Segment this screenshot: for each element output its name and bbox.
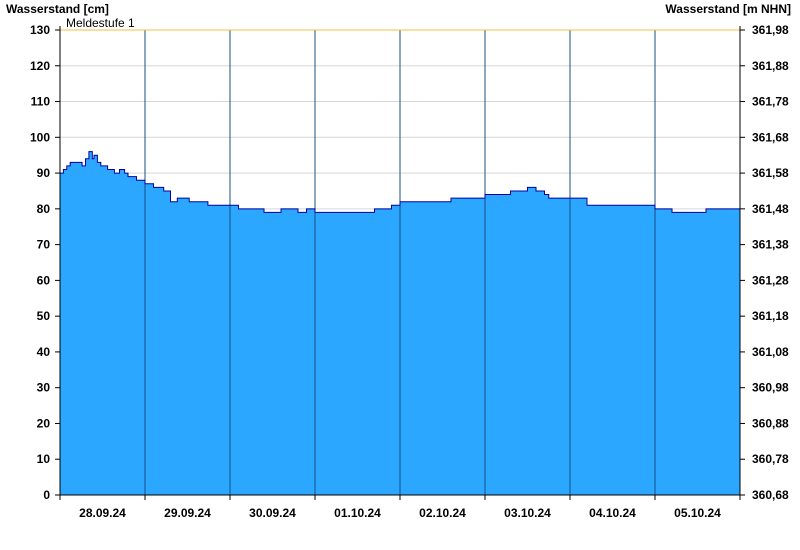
y-right-tick-label: 360,98 xyxy=(752,381,789,395)
y-left-tick-labels: 0 10 20 30 40 50 60 70 80 90 100 110 120 130 xyxy=(30,23,50,502)
y-left-tick-label: 110 xyxy=(31,95,51,109)
y-left-tick-label: 10 xyxy=(37,452,51,466)
y-right-tick-label: 361,38 xyxy=(752,238,789,252)
y-right-tick-label: 361,68 xyxy=(752,130,789,144)
x-tick-label: 02.10.24 xyxy=(419,506,466,520)
y-right-tick-label: 361,08 xyxy=(752,345,789,359)
y-left-tick-label: 70 xyxy=(37,238,51,252)
x-tick-label: 28.09.24 xyxy=(79,506,126,520)
x-tick-label: 04.10.24 xyxy=(589,506,636,520)
y-left-tick-label: 50 xyxy=(37,309,51,323)
y-right-tick-label: 360,88 xyxy=(752,416,789,430)
y-left-tick-label: 100 xyxy=(30,130,50,144)
y-left-tick-label: 60 xyxy=(37,273,51,287)
y-left-tick-label: 90 xyxy=(37,166,51,180)
y-left-tick-label: 120 xyxy=(30,59,50,73)
y-right-tick-label: 361,48 xyxy=(752,202,789,216)
y-right-tick-label: 361,98 xyxy=(752,23,789,37)
x-tick-label: 29.09.24 xyxy=(164,506,211,520)
y-right-tick-label: 361,18 xyxy=(752,309,789,323)
y-right-tick-label: 361,28 xyxy=(752,273,789,287)
y-right-tick-label: 360,78 xyxy=(752,452,789,466)
y-right-tick-label: 361,78 xyxy=(752,95,789,109)
x-tick-label: 30.09.24 xyxy=(249,506,296,520)
water-level-line xyxy=(60,151,740,213)
meldestufe-1-label: Meldestufe 1 xyxy=(66,16,135,30)
y-left-tick-label: 20 xyxy=(37,416,51,430)
y-left-tick-label: 40 xyxy=(37,345,51,359)
y-right-tick-label: 361,58 xyxy=(752,166,789,180)
y-left-tick-label: 80 xyxy=(37,202,51,216)
x-tick-label: 01.10.24 xyxy=(334,506,381,520)
day-divider-lines xyxy=(144,30,656,495)
y-right-tick-label: 361,88 xyxy=(752,59,789,73)
y-left-tick-label: 0 xyxy=(43,488,50,502)
axes xyxy=(55,26,745,500)
y-left-tick-label: 30 xyxy=(37,381,51,395)
y-right-tick-label: 360,68 xyxy=(752,488,789,502)
x-tick-label: 03.10.24 xyxy=(504,506,551,520)
x-tick-labels: 28.09.24 29.09.24 30.09.24 01.10.24 02.10.24… xyxy=(79,506,721,520)
y-right-tick-labels: 360,68 360,78 360,88 360,98 361,08 361,18 361,… xyxy=(752,23,789,502)
y-axis-left-title: Wasserstand [cm] xyxy=(6,2,109,16)
x-tick-label: 05.10.24 xyxy=(674,506,721,520)
y-left-tick-label: 130 xyxy=(30,23,50,37)
y-axis-right-title: Wasserstand [m NHN] xyxy=(665,2,791,16)
